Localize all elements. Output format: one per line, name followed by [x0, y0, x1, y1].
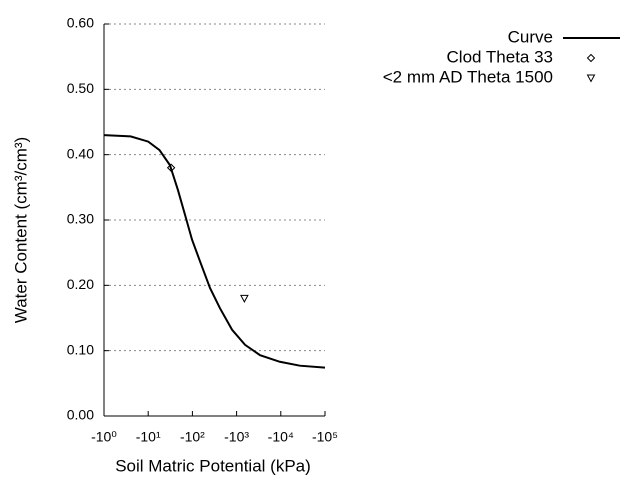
data-point: [166, 163, 176, 172]
y-tick-label: 0.20: [67, 276, 94, 292]
x-tick-label: -10⁴: [268, 429, 294, 445]
x-tick-label: -10³: [224, 429, 249, 445]
curve: [103, 134, 326, 369]
x-axis-label: Soil Matric Potential (kPa): [115, 456, 311, 475]
data-point: [240, 294, 249, 303]
legend-label: Clod Theta 33: [447, 47, 553, 66]
y-tick-label: 0.50: [67, 80, 94, 96]
legend-label: <2 mm AD Theta 1500: [383, 67, 553, 86]
x-tick-label: -10²: [180, 429, 205, 445]
legend-label: Curve: [508, 27, 553, 46]
y-tick-label: 0.10: [67, 341, 94, 357]
y-tick-label: 0.40: [67, 145, 94, 161]
y-tick-label: 0.60: [67, 15, 94, 31]
x-tick-label: -10⁵: [312, 429, 338, 445]
x-tick-label: -10⁰: [91, 429, 117, 445]
x-tick-label: -10¹: [136, 429, 161, 445]
y-tick-label: 0.00: [67, 407, 94, 423]
legend-swatch: [586, 53, 596, 63]
y-axis-label: Water Content (cm³/cm³): [11, 137, 30, 323]
y-tick-label: 0.30: [67, 211, 94, 227]
legend-swatch: [586, 74, 596, 83]
